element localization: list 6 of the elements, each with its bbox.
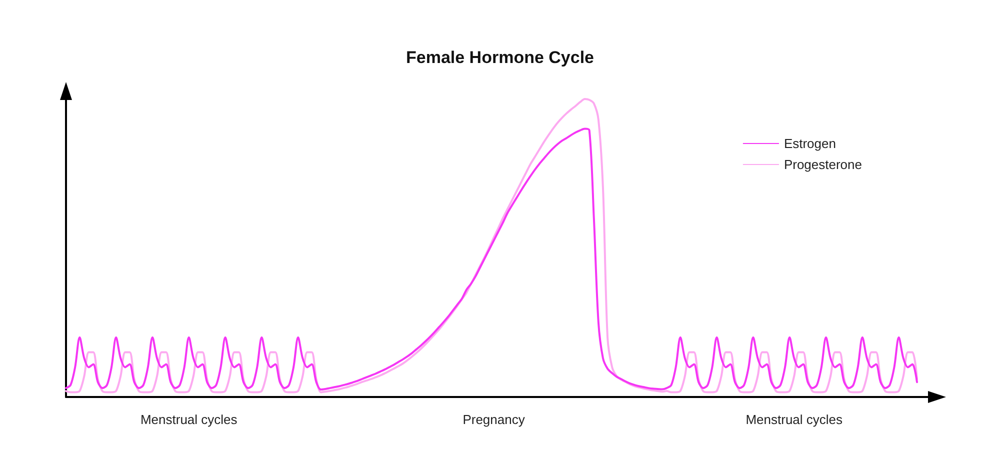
x-tick-label: Pregnancy: [462, 412, 526, 427]
legend-label: Estrogen: [784, 136, 836, 151]
legend-label: Progesterone: [784, 157, 862, 172]
chart-title: Female Hormone Cycle: [406, 48, 594, 67]
x-tick-label: Menstrual cycles: [140, 412, 238, 427]
x-tick-label: Menstrual cycles: [746, 412, 844, 427]
